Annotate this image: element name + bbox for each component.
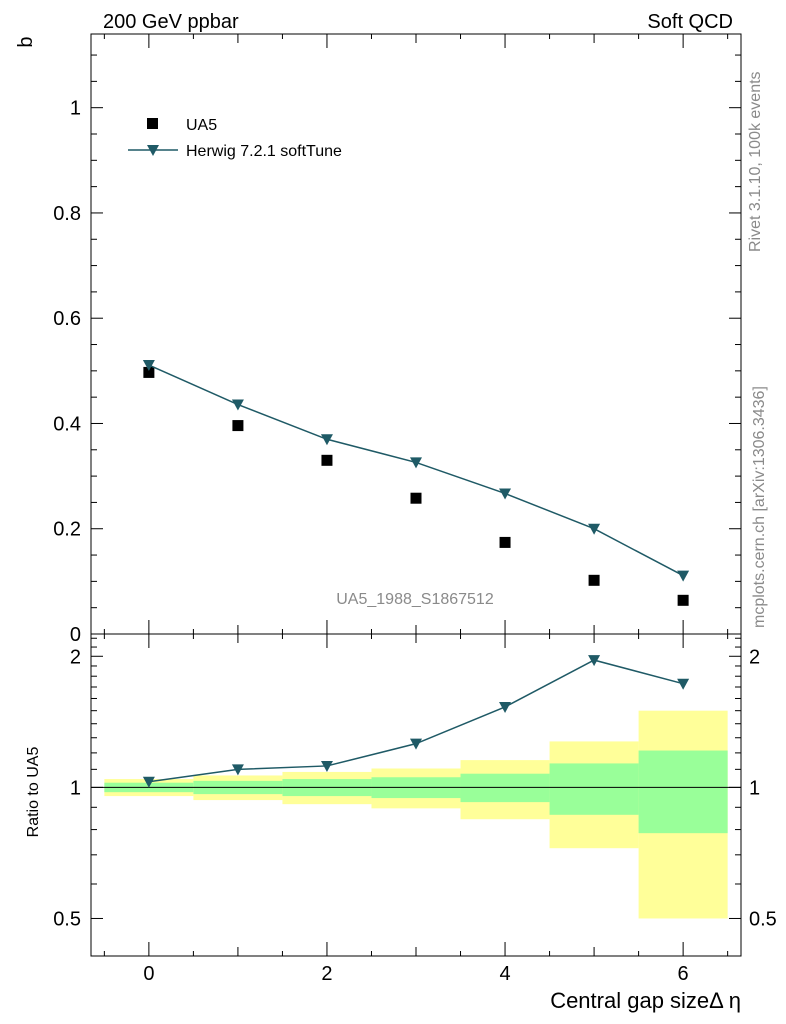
herwig-line — [148, 364, 684, 577]
analysis-watermark: UA5_1988_S1867512 — [336, 591, 494, 608]
ua5-data-point — [499, 536, 511, 548]
ua5-data-point — [410, 492, 422, 504]
ratio-herwig-point — [588, 655, 601, 667]
main-y-tick-label: 0.2 — [53, 519, 81, 541]
ratio-y-tick-label-right: 0.5 — [749, 908, 777, 930]
ratio-y-tick-label: 0.5 — [53, 908, 81, 930]
ratio-herwig-point — [231, 764, 244, 776]
herwig-point — [231, 399, 244, 411]
ratio-inner-band — [638, 750, 728, 834]
legend-herwig-label: Herwig 7.2.1 softTune — [186, 143, 342, 160]
ratio-y-tick-label-right: 1 — [749, 777, 760, 799]
ratio-inner-band — [549, 763, 639, 815]
ratio-y-tick-label: 1 — [70, 777, 81, 799]
ratio-y-tick-label: 2 — [70, 646, 81, 668]
x-tick-label: 2 — [321, 963, 332, 985]
ratio-y-tick-label-right: 2 — [749, 646, 760, 668]
main-y-tick-label: 0.4 — [53, 413, 81, 435]
ratio-bands — [104, 710, 728, 919]
legend-ua5-marker — [147, 118, 158, 129]
herwig-point — [142, 360, 155, 372]
header-left-title: 200 GeV ppbar — [103, 11, 239, 33]
ratio-y-axis-label: Ratio to UA5 — [25, 747, 42, 838]
herwig-point — [410, 457, 422, 469]
herwig-point — [320, 434, 333, 446]
ratio-panel: 0.5 0.5 1 1 2 2 0 2 4 6 — [53, 633, 777, 985]
rivet-label: Rivet 3.1.10, 100k events — [747, 71, 764, 252]
x-tick-label: 0 — [143, 963, 154, 985]
ua5-data-point — [588, 574, 600, 586]
ratio-inner-band — [460, 773, 550, 803]
ua5-data-point — [321, 454, 333, 466]
legend: UA5 Herwig 7.2.1 softTune — [128, 117, 342, 160]
ratio-herwig-point — [410, 738, 422, 750]
x-axis-label: Central gap sizeΔ η — [550, 988, 741, 1013]
ua5-data-point — [143, 366, 155, 378]
ua5-data-point — [232, 420, 244, 432]
main-y-tick-label: 1 — [70, 98, 81, 120]
header-right-title: Soft QCD — [647, 11, 733, 33]
ratio-herwig-point — [677, 678, 690, 690]
x-tick-label: 4 — [499, 963, 510, 985]
legend-ua5-label: UA5 — [186, 117, 217, 134]
herwig-point — [499, 488, 512, 500]
herwig-point — [588, 523, 601, 535]
main-y-tick-label: 0 — [70, 624, 81, 646]
ratio-series — [142, 655, 690, 788]
main-series — [142, 360, 690, 606]
ratio-ticks: 0.5 0.5 1 1 2 2 0 2 4 6 — [53, 634, 777, 985]
mcplots-label: mcplots.cern.ch [arXiv:1306.3436] — [751, 386, 768, 628]
main-panel: UA5_1988_S1867512 0 0.2 0.4 0.6 0.8 1 UA5 Her… — [53, 33, 742, 646]
main-y-tick-label: 0.8 — [53, 203, 81, 225]
ratio-frame — [90, 633, 742, 957]
main-y-axis-label: b — [15, 36, 37, 47]
ua5-data-point — [677, 594, 689, 606]
ratio-herwig-point — [320, 760, 333, 772]
legend-herwig-marker — [147, 145, 159, 156]
x-tick-label: 6 — [678, 963, 689, 985]
ratio-herwig-point — [499, 701, 512, 713]
herwig-point — [677, 570, 690, 582]
main-y-ticks: 0 0.2 0.4 0.6 0.8 1 — [53, 34, 741, 646]
main-y-tick-label: 0.6 — [53, 308, 81, 330]
ratio-herwig-point — [142, 776, 155, 788]
